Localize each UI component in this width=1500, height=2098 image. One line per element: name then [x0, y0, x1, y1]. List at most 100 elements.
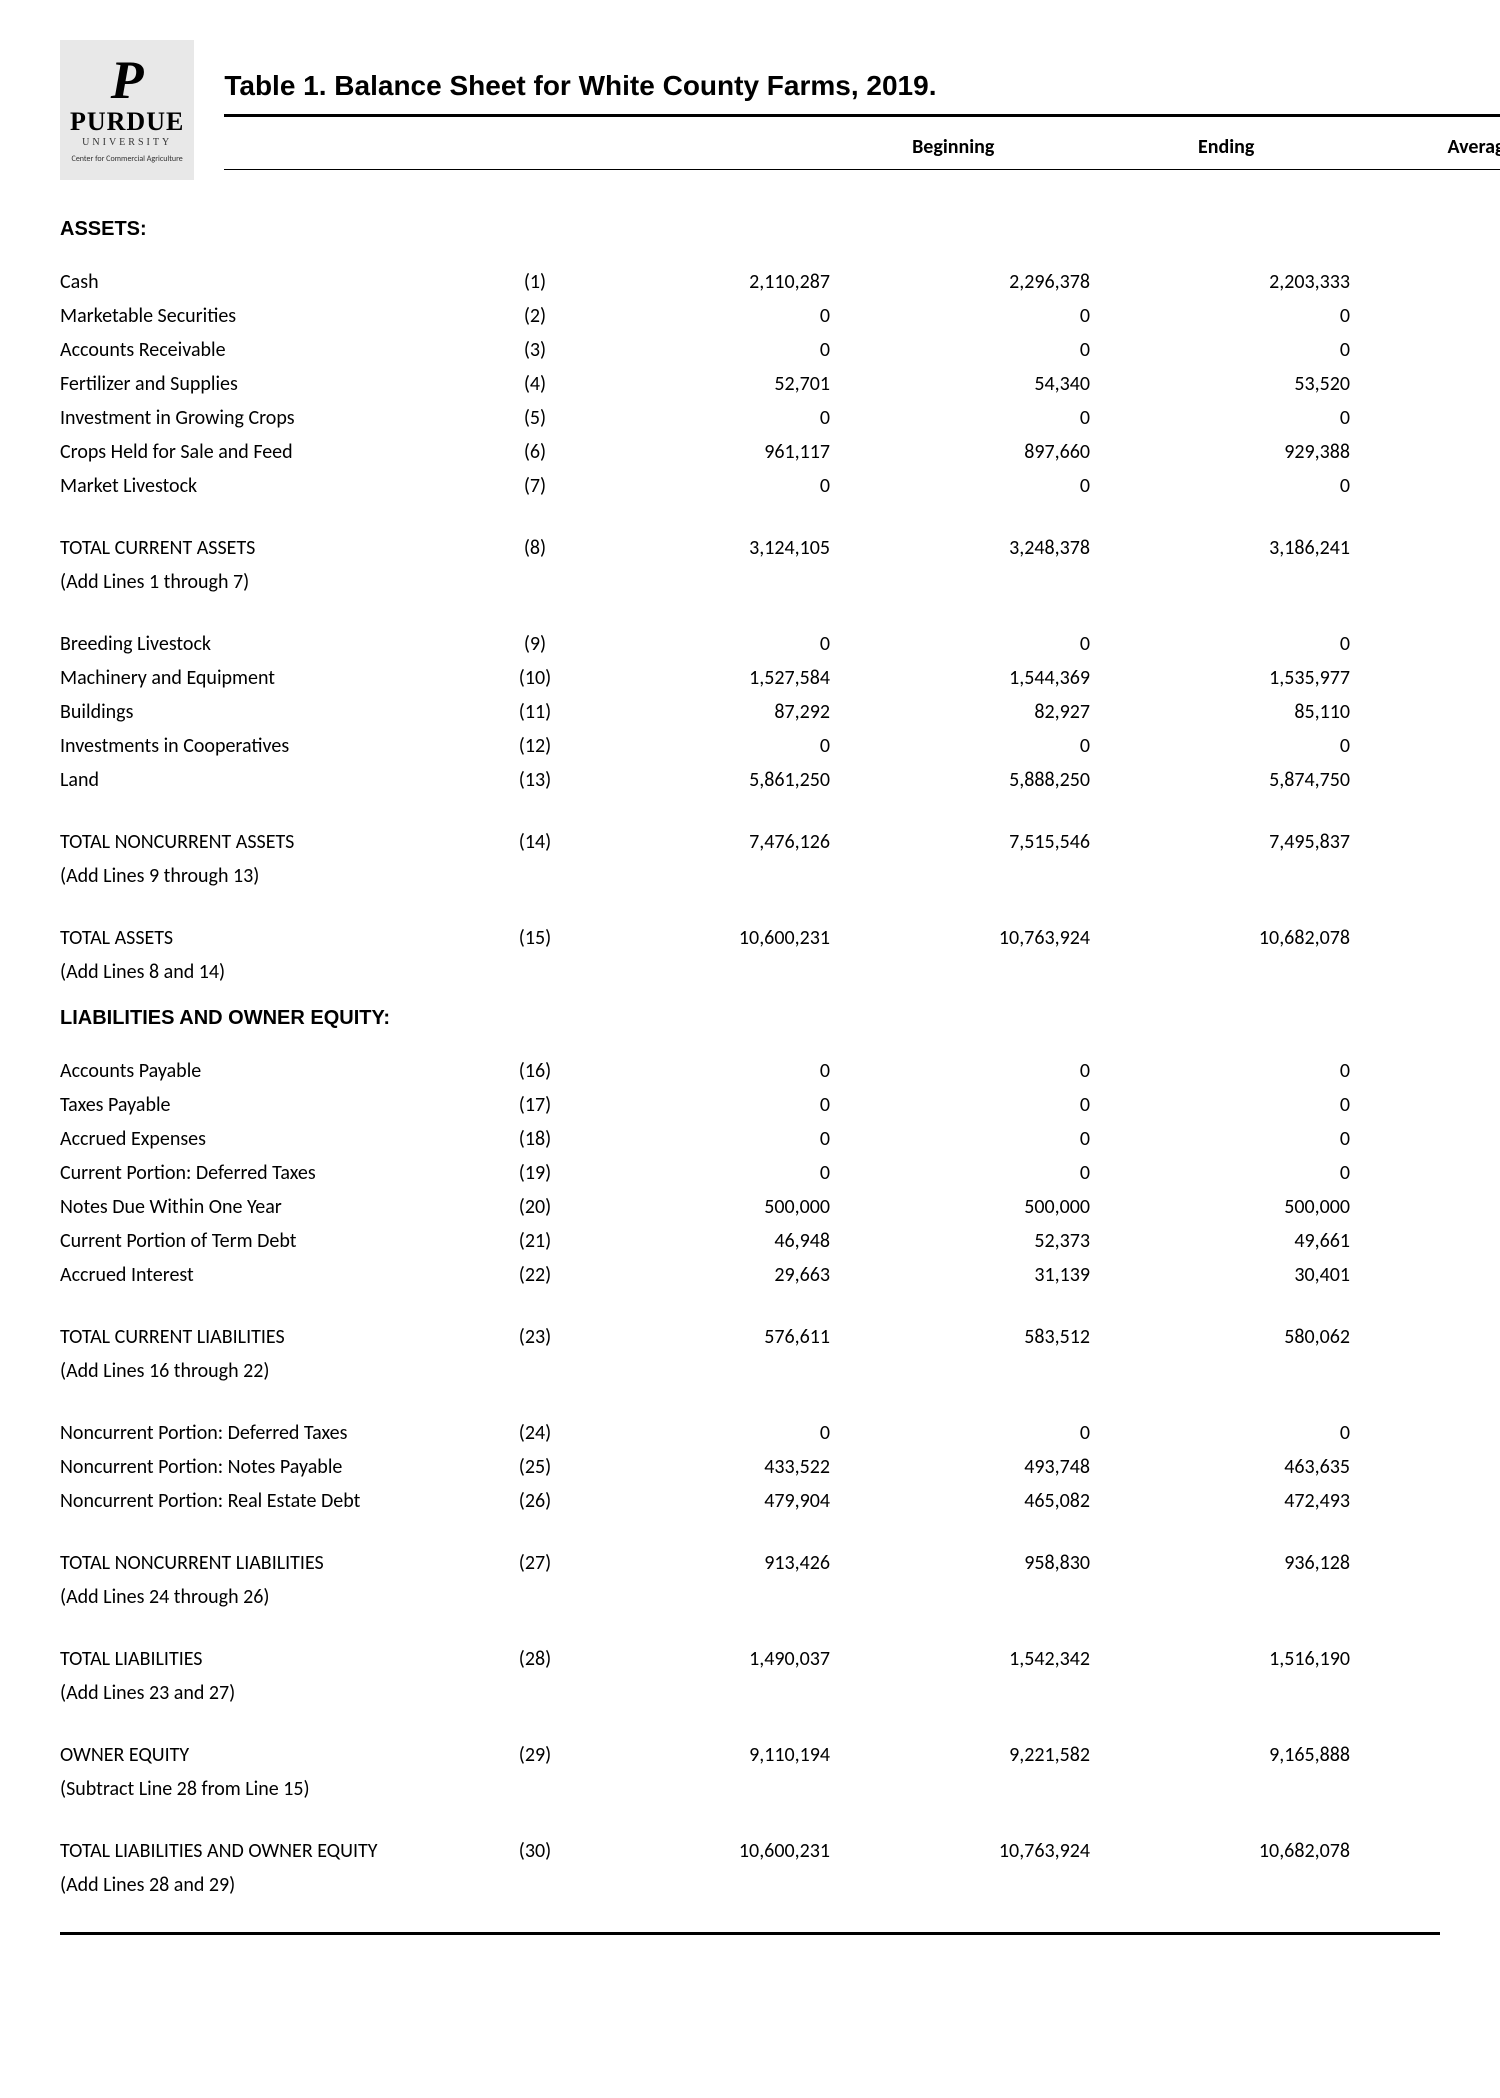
row-beginning: 2,110,287 — [580, 265, 840, 299]
table-row: Buildings(11)87,29282,92785,110 — [60, 695, 1440, 729]
row-line-number: (23) — [490, 1320, 580, 1354]
row-ending: 0 — [840, 627, 1100, 661]
table-row: Cash(1)2,110,2872,296,3782,203,333 — [60, 265, 1440, 299]
row-average: 0 — [1100, 1416, 1360, 1450]
table-row: Marketable Securities(2)000 — [60, 299, 1440, 333]
row-label: TOTAL CURRENT LIABILITIES — [60, 1320, 490, 1354]
row-line-number: (28) — [490, 1642, 580, 1676]
row-beginning: 0 — [580, 401, 840, 435]
row-line-number: (3) — [490, 333, 580, 367]
row-ending: 1,544,369 — [840, 661, 1100, 695]
row-label: TOTAL LIABILITIES AND OWNER EQUITY — [60, 1834, 490, 1868]
logo-name: PURDUE — [70, 107, 184, 137]
row-beginning: 433,522 — [580, 1450, 840, 1484]
row-beginning: 10,600,231 — [580, 1834, 840, 1868]
row-label: Land — [60, 763, 490, 797]
row-beginning: 961,117 — [580, 435, 840, 469]
row-ending: 9,221,582 — [840, 1738, 1100, 1772]
table-row: Accounts Receivable(3)000 — [60, 333, 1440, 367]
table-title: Table 1. Balance Sheet for White County … — [224, 70, 1500, 102]
row-average: 9,165,888 — [1100, 1738, 1360, 1772]
balance-sheet-page: P PURDUE UNIVERSITY Center for Commercia… — [0, 0, 1500, 2003]
row-average: 0 — [1100, 1054, 1360, 1088]
row-note: (Add Lines 8 and 14) — [60, 955, 1440, 989]
row-beginning: 0 — [580, 1122, 840, 1156]
row-beginning: 0 — [580, 1054, 840, 1088]
row-beginning: 0 — [580, 299, 840, 333]
row-average: 2,203,333 — [1100, 265, 1360, 299]
row-beginning: 913,426 — [580, 1546, 840, 1580]
table-row: TOTAL LIABILITIES(28)1,490,0371,542,3421… — [60, 1642, 1440, 1676]
row-note: (Add Lines 23 and 27) — [60, 1676, 1440, 1710]
row-ending: 10,763,924 — [840, 921, 1100, 955]
row-label: TOTAL NONCURRENT ASSETS — [60, 825, 490, 859]
row-label: Accounts Receivable — [60, 333, 490, 367]
row-average: 0 — [1100, 627, 1360, 661]
row-average: 1,535,977 — [1100, 661, 1360, 695]
row-ending: 958,830 — [840, 1546, 1100, 1580]
row-ending: 2,296,378 — [840, 265, 1100, 299]
row-ending: 52,373 — [840, 1224, 1100, 1258]
row-beginning: 0 — [580, 729, 840, 763]
table-row: Machinery and Equipment(10)1,527,5841,54… — [60, 661, 1440, 695]
row-label: Accounts Payable — [60, 1054, 490, 1088]
spacer — [60, 599, 1440, 627]
row-ending: 493,748 — [840, 1450, 1100, 1484]
table-row: Noncurrent Portion: Notes Payable(25)433… — [60, 1450, 1440, 1484]
row-beginning: 29,663 — [580, 1258, 840, 1292]
row-ending: 0 — [840, 299, 1100, 333]
row-label: Fertilizer and Supplies — [60, 367, 490, 401]
row-average: 1,516,190 — [1100, 1642, 1360, 1676]
row-average: 5,874,750 — [1100, 763, 1360, 797]
row-line-number: (26) — [490, 1484, 580, 1518]
row-label: Crops Held for Sale and Feed — [60, 435, 490, 469]
row-label: Noncurrent Portion: Deferred Taxes — [60, 1416, 490, 1450]
row-ending: 5,888,250 — [840, 763, 1100, 797]
row-beginning: 46,948 — [580, 1224, 840, 1258]
row-ending: 0 — [840, 729, 1100, 763]
table-row: Investments in Cooperatives(12)000 — [60, 729, 1440, 763]
table-row: Crops Held for Sale and Feed(6)961,11789… — [60, 435, 1440, 469]
row-average: 580,062 — [1100, 1320, 1360, 1354]
row-line-number: (22) — [490, 1258, 580, 1292]
row-note: (Add Lines 28 and 29) — [60, 1868, 1440, 1902]
spacer — [60, 1806, 1440, 1834]
row-ending: 54,340 — [840, 367, 1100, 401]
row-average: 0 — [1100, 1088, 1360, 1122]
row-beginning: 1,490,037 — [580, 1642, 840, 1676]
row-line-number: (1) — [490, 265, 580, 299]
row-average: 49,661 — [1100, 1224, 1360, 1258]
row-beginning: 1,527,584 — [580, 661, 840, 695]
row-beginning: 9,110,194 — [580, 1738, 840, 1772]
row-average: 0 — [1100, 333, 1360, 367]
row-ending: 0 — [840, 1054, 1100, 1088]
row-ending: 500,000 — [840, 1190, 1100, 1224]
logo-sub: UNIVERSITY — [82, 137, 172, 148]
row-line-number: (12) — [490, 729, 580, 763]
row-label: Accrued Interest — [60, 1258, 490, 1292]
row-beginning: 576,611 — [580, 1320, 840, 1354]
row-ending: 897,660 — [840, 435, 1100, 469]
row-beginning: 479,904 — [580, 1484, 840, 1518]
row-average: 10,682,078 — [1100, 1834, 1360, 1868]
row-beginning: 0 — [580, 1156, 840, 1190]
row-average: 3,186,241 — [1100, 531, 1360, 565]
row-label: Machinery and Equipment — [60, 661, 490, 695]
row-average: 500,000 — [1100, 1190, 1360, 1224]
row-average: 0 — [1100, 299, 1360, 333]
row-ending: 7,515,546 — [840, 825, 1100, 859]
row-average: 0 — [1100, 1122, 1360, 1156]
table-body: ASSETS:Cash(1)2,110,2872,296,3782,203,33… — [60, 180, 1440, 1902]
row-label: Noncurrent Portion: Real Estate Debt — [60, 1484, 490, 1518]
row-line-number: (30) — [490, 1834, 580, 1868]
row-line-number: (17) — [490, 1088, 580, 1122]
row-line-number: (2) — [490, 299, 580, 333]
row-label: TOTAL LIABILITIES — [60, 1642, 490, 1676]
row-label: Investment in Growing Crops — [60, 401, 490, 435]
row-line-number: (4) — [490, 367, 580, 401]
table-row: Accounts Payable(16)000 — [60, 1054, 1440, 1088]
col-average: Average — [1264, 135, 1500, 159]
row-label: Taxes Payable — [60, 1088, 490, 1122]
row-line-number: (13) — [490, 763, 580, 797]
row-note-text: (Add Lines 24 through 26) — [60, 1580, 490, 1614]
